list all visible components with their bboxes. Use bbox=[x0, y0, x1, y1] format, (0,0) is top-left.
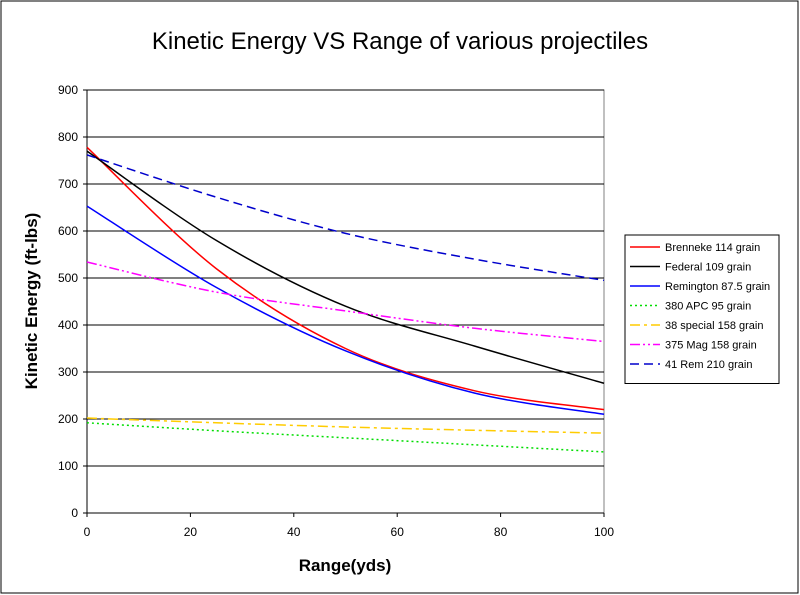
x-tick-label: 100 bbox=[594, 525, 614, 539]
y-tick-label: 200 bbox=[58, 412, 78, 426]
axes: 0 100 200 300 400 500 600 700 800 900 0 20 40 60 80 100 bbox=[58, 83, 614, 539]
legend-entry: 375 Mag 158 grain bbox=[665, 340, 757, 352]
series-line-1 bbox=[86, 150, 605, 385]
y-tick-label: 700 bbox=[58, 177, 78, 191]
grid bbox=[87, 89, 604, 467]
y-tick-label: 900 bbox=[58, 83, 78, 97]
legend-entry: 41 Rem 210 grain bbox=[665, 359, 752, 371]
legend-entry: Brenneke 114 grain bbox=[665, 242, 760, 254]
x-tick-label: 0 bbox=[84, 525, 91, 539]
chart-title: Kinetic Energy VS Range of various proje… bbox=[152, 28, 648, 55]
series-line-5 bbox=[86, 261, 605, 343]
y-tick-label: 0 bbox=[71, 506, 78, 520]
y-tick-label: 600 bbox=[58, 224, 78, 238]
series-line-6 bbox=[86, 154, 605, 282]
series-line-0 bbox=[86, 146, 605, 411]
y-axis-label: Kinetic Energy (ft-lbs) bbox=[22, 213, 41, 390]
y-tick-label: 300 bbox=[58, 365, 78, 379]
series-layer bbox=[86, 146, 605, 453]
legend-entry: 38 special 158 grain bbox=[665, 320, 763, 332]
x-tick-label: 80 bbox=[494, 525, 508, 539]
y-tick-label: 100 bbox=[58, 459, 78, 473]
legend-entry: Federal 109 grain bbox=[665, 262, 751, 274]
y-tick-label: 500 bbox=[58, 271, 78, 285]
y-tick-label: 400 bbox=[58, 318, 78, 332]
x-axis-label: Range(yds) bbox=[299, 556, 392, 575]
legend-entry: 380 APC 95 grain bbox=[665, 301, 751, 313]
x-tick-label: 40 bbox=[287, 525, 301, 539]
legend-box bbox=[624, 234, 780, 384]
y-tick-label: 800 bbox=[58, 130, 78, 144]
legend: Brenneke 114 grain Federal 109 grain Remin… bbox=[624, 234, 780, 384]
legend-entry: Remington 87.5 grain bbox=[665, 281, 770, 293]
series-line-2 bbox=[86, 205, 605, 416]
series-line-4 bbox=[86, 417, 605, 434]
plot-area bbox=[86, 89, 605, 514]
x-tick-label: 20 bbox=[184, 525, 198, 539]
series-line-3 bbox=[86, 422, 605, 453]
x-tick-label: 60 bbox=[391, 525, 405, 539]
